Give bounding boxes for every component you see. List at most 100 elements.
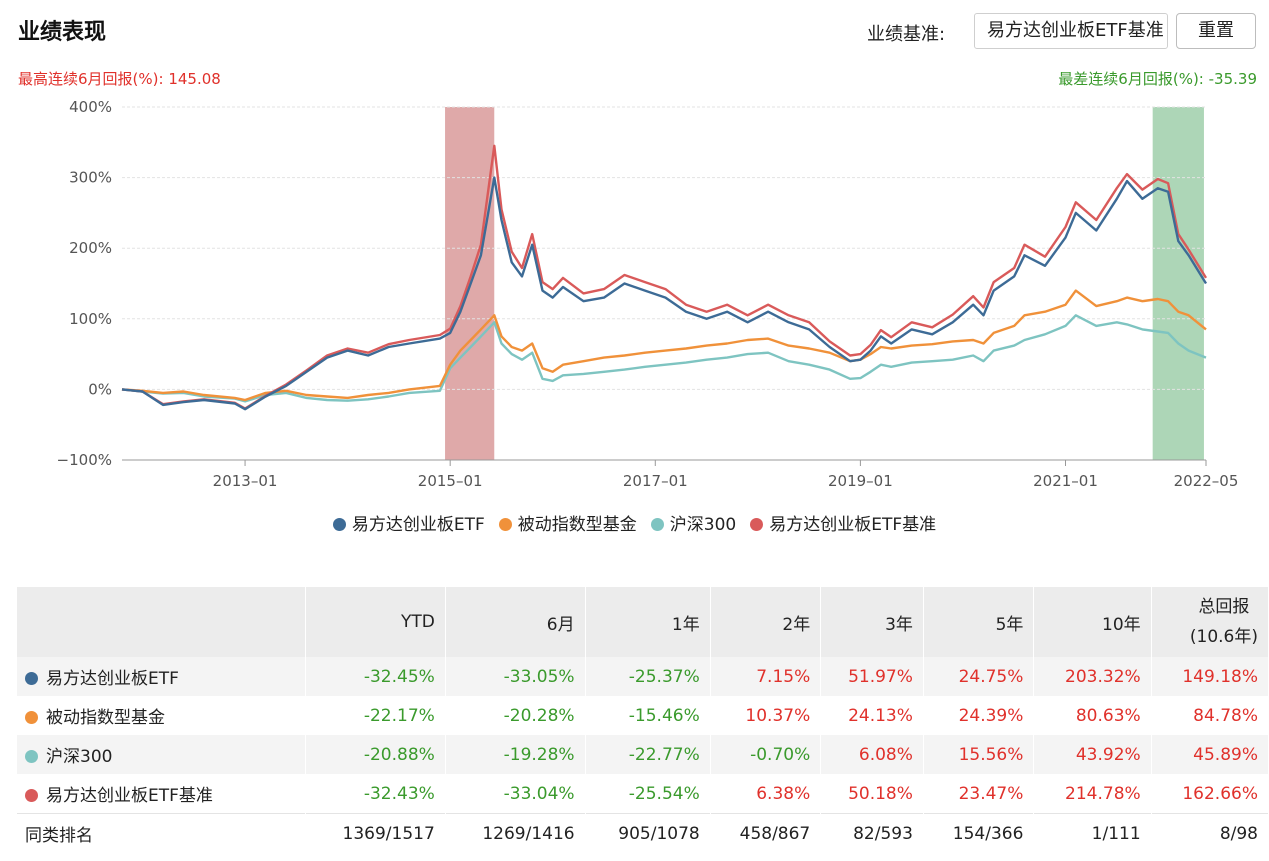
row-name: 沪深300 [17, 735, 306, 774]
row-name: 被动指数型基金 [17, 696, 306, 735]
row-name-label: 易方达创业板ETF基准 [46, 786, 213, 806]
legend-label: 沪深300 [669, 515, 737, 535]
return-cell: -22.17% [305, 696, 446, 735]
rank-cell: 1369/1517 [305, 813, 446, 853]
table-header-3y: 3年 [820, 587, 924, 657]
table-header-10y: 10年 [1033, 587, 1152, 657]
table-header-total: 总回报 (10.6年) [1151, 587, 1269, 657]
x-tick-label: 2017–01 [623, 472, 688, 490]
rank-cell: 1269/1416 [445, 813, 586, 853]
table-row: 易方达创业板ETF基准 -32.43% -33.04% -25.54% 6.38% 50.… [17, 774, 1269, 814]
legend-item-fund[interactable]: 易方达创业板ETF [332, 510, 485, 535]
rank-label: 同类排名 [17, 813, 306, 853]
legend-item-passive[interactable]: 被动指数型基金 [498, 510, 637, 535]
y-tick-label: 300% [69, 169, 112, 187]
return-cell: 24.13% [820, 696, 924, 735]
performance-table: YTD 6月 1年 2年 3年 5年 10年 总回报 (10.6年) 易方达创业… [17, 587, 1269, 853]
series-line-passive [121, 289, 1207, 402]
y-tick-label: 100% [69, 310, 112, 328]
legend-label: 被动指数型基金 [517, 515, 637, 535]
legend-dot-icon [332, 518, 346, 531]
page-title: 业绩表现 [18, 20, 107, 45]
table-body: 易方达创业板ETF -32.45% -33.05% -25.37% 7.15% 51.97… [17, 657, 1269, 853]
table-header-ytd: YTD [305, 587, 446, 657]
table-header-5y: 5年 [923, 587, 1035, 657]
return-cell: 24.75% [923, 657, 1035, 696]
table-header-blank [17, 587, 306, 657]
x-tick-label: 2015–01 [418, 472, 483, 490]
return-cell: -20.28% [445, 696, 586, 735]
return-cell: -25.37% [585, 657, 711, 696]
return-cell: 10.37% [710, 696, 822, 735]
return-cell: -15.46% [585, 696, 711, 735]
return-cell: -19.28% [445, 735, 586, 774]
return-cell: -33.05% [445, 657, 586, 696]
return-cell: 6.08% [820, 735, 924, 774]
legend-item-hs300[interactable]: 沪深300 [650, 510, 737, 535]
worst-6m-band [1152, 107, 1204, 460]
best-6m-value: 145.08 [168, 70, 221, 88]
performance-header: 业绩表现 业绩基准: 易方达创业板ETF基准 重置 [0, 0, 1269, 60]
return-cell: 6.38% [710, 774, 822, 814]
return-cell: 45.89% [1151, 735, 1269, 774]
x-tick-label: 2021–01 [1033, 472, 1098, 490]
series-line-hs300 [121, 314, 1207, 403]
best-6m-label: 最高连续6月回报(%): [18, 70, 164, 88]
return-cell: 51.97% [820, 657, 924, 696]
series-dot-icon [25, 750, 38, 763]
return-cell: 43.92% [1033, 735, 1152, 774]
series-dot-icon [25, 672, 38, 685]
return-cell: -0.70% [710, 735, 822, 774]
return-cell: 24.39% [923, 696, 1035, 735]
chart-legend: 易方达创业板ETF 被动指数型基金 沪深300 易方达创业板ETF基准 [0, 510, 1269, 540]
row-name-label: 易方达创业板ETF [46, 669, 179, 689]
benchmark-select[interactable]: 易方达创业板ETF基准 [974, 13, 1168, 49]
y-tick-label: 200% [69, 239, 112, 257]
rank-cell: 905/1078 [585, 813, 711, 853]
x-tick-label: 2022–05 [1174, 472, 1239, 490]
return-cell: 23.47% [923, 774, 1035, 814]
series-line-fund [121, 176, 1208, 411]
legend-item-benchmark[interactable]: 易方达创业板ETF基准 [750, 510, 936, 535]
rank-cell: 1/111 [1033, 813, 1152, 853]
worst-6m-label: 最差连续6月回报(%): [1058, 70, 1204, 88]
legend-dot-icon [498, 518, 512, 531]
table-row: 易方达创业板ETF -32.45% -33.05% -25.37% 7.15% 51.97… [17, 657, 1269, 696]
worst-6m-return: 最差连续6月回报(%): -35.39 [1058, 68, 1257, 89]
legend-dot-icon [750, 518, 764, 531]
table-header-row: YTD 6月 1年 2年 3年 5年 10年 总回报 (10.6年) [17, 587, 1269, 657]
return-cell: 162.66% [1151, 774, 1269, 814]
row-name-label: 沪深300 [46, 747, 113, 767]
rank-row: 同类排名 1369/1517 1269/1416 905/1078 458/867 82/… [17, 813, 1269, 853]
total-header-line2: (10.6年) [1189, 627, 1258, 647]
x-tick-label: 2019–01 [828, 472, 893, 490]
row-name: 易方达创业板ETF [17, 657, 306, 696]
rank-cell: 458/867 [710, 813, 822, 853]
benchmark-label: 业绩基准: [867, 24, 946, 45]
return-cell: 203.32% [1033, 657, 1152, 696]
table-row: 被动指数型基金 -22.17% -20.28% -15.46% 10.37% 24.13%… [17, 696, 1269, 735]
worst-6m-value: -35.39 [1208, 70, 1257, 88]
legend-label: 易方达创业板ETF [351, 515, 485, 535]
x-tick-label: 2013–01 [213, 472, 278, 490]
return-cell: -33.04% [445, 774, 586, 814]
table-header-1y: 1年 [585, 587, 711, 657]
legend-label: 易方达创业板ETF基准 [769, 515, 937, 535]
y-tick-label: 400% [69, 98, 112, 116]
performance-chart: 400% 300% 200% 100% 0% −100% 2013–01 2015–01 201… [57, 98, 1239, 490]
series-line-benchmark [121, 144, 1208, 410]
return-cell: -32.45% [305, 657, 446, 696]
return-cell: 149.18% [1151, 657, 1269, 696]
reset-button[interactable]: 重置 [1176, 13, 1256, 49]
rank-cell: 154/366 [923, 813, 1035, 853]
rank-cell: 82/593 [820, 813, 924, 853]
return-cell: 80.63% [1033, 696, 1152, 735]
table-row: 沪深300 -20.88% -19.28% -22.77% -0.70% 6.08% 15.… [17, 735, 1269, 774]
series-dot-icon [25, 711, 38, 724]
row-name: 易方达创业板ETF基准 [17, 774, 306, 814]
best-6m-return: 最高连续6月回报(%): 145.08 [18, 68, 221, 89]
y-tick-label: 0% [88, 380, 112, 398]
table-header-2y: 2年 [710, 587, 822, 657]
series-dot-icon [25, 789, 38, 802]
return-cell: 15.56% [923, 735, 1035, 774]
